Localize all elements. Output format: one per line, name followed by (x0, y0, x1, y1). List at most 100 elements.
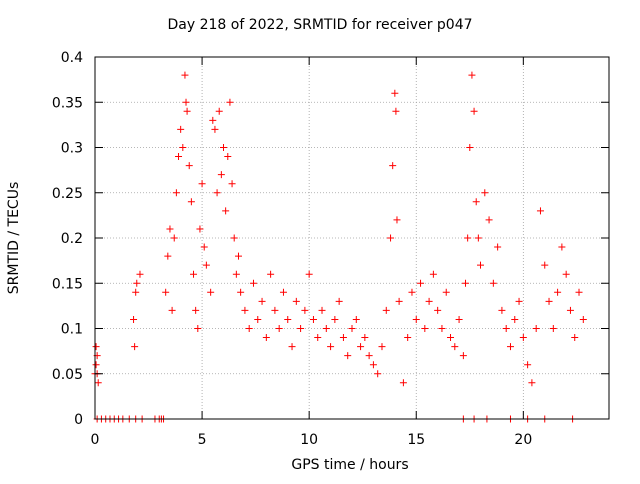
data-point (211, 125, 219, 133)
data-point (198, 180, 206, 188)
data-point (132, 288, 140, 296)
data-point (136, 270, 144, 278)
data-point (571, 334, 579, 342)
data-point (399, 379, 407, 387)
data-point (395, 297, 403, 305)
data-point (207, 288, 215, 296)
data-point (267, 270, 275, 278)
y-tick-label: 0.2 (61, 231, 83, 247)
data-point (378, 343, 386, 351)
data-point (425, 297, 433, 305)
data-point (466, 144, 474, 151)
data-point (451, 343, 459, 351)
data-point (164, 252, 172, 260)
data-point (228, 180, 236, 188)
data-point (179, 144, 187, 151)
data-point (217, 171, 225, 179)
data-point (230, 234, 238, 242)
data-point (393, 216, 401, 224)
y-tick-label: 0 (74, 412, 83, 428)
data-point (322, 325, 330, 332)
data-point (254, 315, 262, 323)
data-point (369, 361, 377, 369)
data-point (177, 125, 185, 133)
data-point (489, 279, 497, 287)
data-point (262, 334, 270, 342)
data-point (297, 325, 305, 332)
data-point (92, 361, 100, 369)
data-point (192, 306, 200, 314)
data-point (166, 225, 174, 233)
y-tick-label: 0.1 (61, 322, 83, 338)
data-point (314, 334, 322, 342)
data-point (429, 270, 437, 278)
data-point (292, 297, 300, 305)
data-point (357, 343, 365, 351)
data-point (175, 153, 183, 161)
data-point (190, 270, 198, 278)
data-point (131, 343, 139, 351)
data-point (182, 98, 190, 106)
data-point (237, 288, 245, 296)
data-point (185, 162, 193, 170)
data-point (361, 334, 369, 342)
data-point (181, 71, 189, 79)
data-point (474, 234, 482, 242)
data-point (200, 243, 208, 251)
data-point (417, 279, 425, 287)
data-point (245, 325, 253, 332)
data-point (447, 334, 455, 342)
y-tick-label: 0.35 (52, 95, 83, 111)
data-point (554, 288, 562, 296)
data-point (162, 288, 170, 296)
data-point (562, 270, 570, 278)
data-point (438, 325, 446, 332)
data-point (352, 315, 360, 323)
data-point (130, 315, 138, 323)
data-point (485, 216, 493, 224)
data-point (579, 315, 587, 323)
data-point (541, 261, 549, 269)
data-point (498, 306, 506, 314)
data-point (275, 325, 283, 332)
y-axis-label: SRMTID / TECUs (6, 181, 22, 295)
data-point (464, 234, 472, 242)
data-point (288, 343, 296, 351)
data-point (168, 306, 176, 314)
data-point (187, 198, 195, 206)
data-point (519, 334, 527, 342)
data-point (241, 306, 249, 314)
data-point (434, 306, 442, 314)
data-point (220, 144, 227, 151)
chart-title: Day 218 of 2022, SRMTID for receiver p04… (167, 17, 473, 33)
data-point (477, 261, 484, 269)
y-tick-label: 0.25 (52, 186, 83, 202)
data-point (183, 107, 191, 115)
data-point (392, 107, 400, 115)
data-point (382, 306, 390, 314)
data-point (258, 297, 266, 305)
ticks-layer: 0 0.05 0.1 0.15 0.2 0.25 0.3 0.35 0.4 0 5 10 15 20 (52, 50, 609, 448)
x-tick-label: 0 (91, 432, 100, 448)
marks-layer (91, 71, 587, 423)
data-point (468, 71, 476, 79)
data-point (387, 234, 395, 242)
y-tick-label: 0.3 (61, 141, 83, 157)
data-point (92, 343, 100, 351)
data-point (232, 270, 240, 278)
x-tick-label: 15 (407, 432, 425, 448)
data-point (318, 306, 326, 314)
y-tick-label: 0.05 (52, 367, 83, 383)
data-point (502, 325, 510, 332)
data-point (301, 306, 309, 314)
data-point (170, 234, 178, 242)
data-point (389, 162, 397, 170)
data-point (404, 334, 412, 342)
data-point (442, 288, 450, 296)
data-point (515, 297, 523, 305)
data-point (472, 198, 480, 206)
data-point (459, 352, 467, 360)
data-point (575, 288, 583, 296)
data-point (408, 288, 416, 296)
